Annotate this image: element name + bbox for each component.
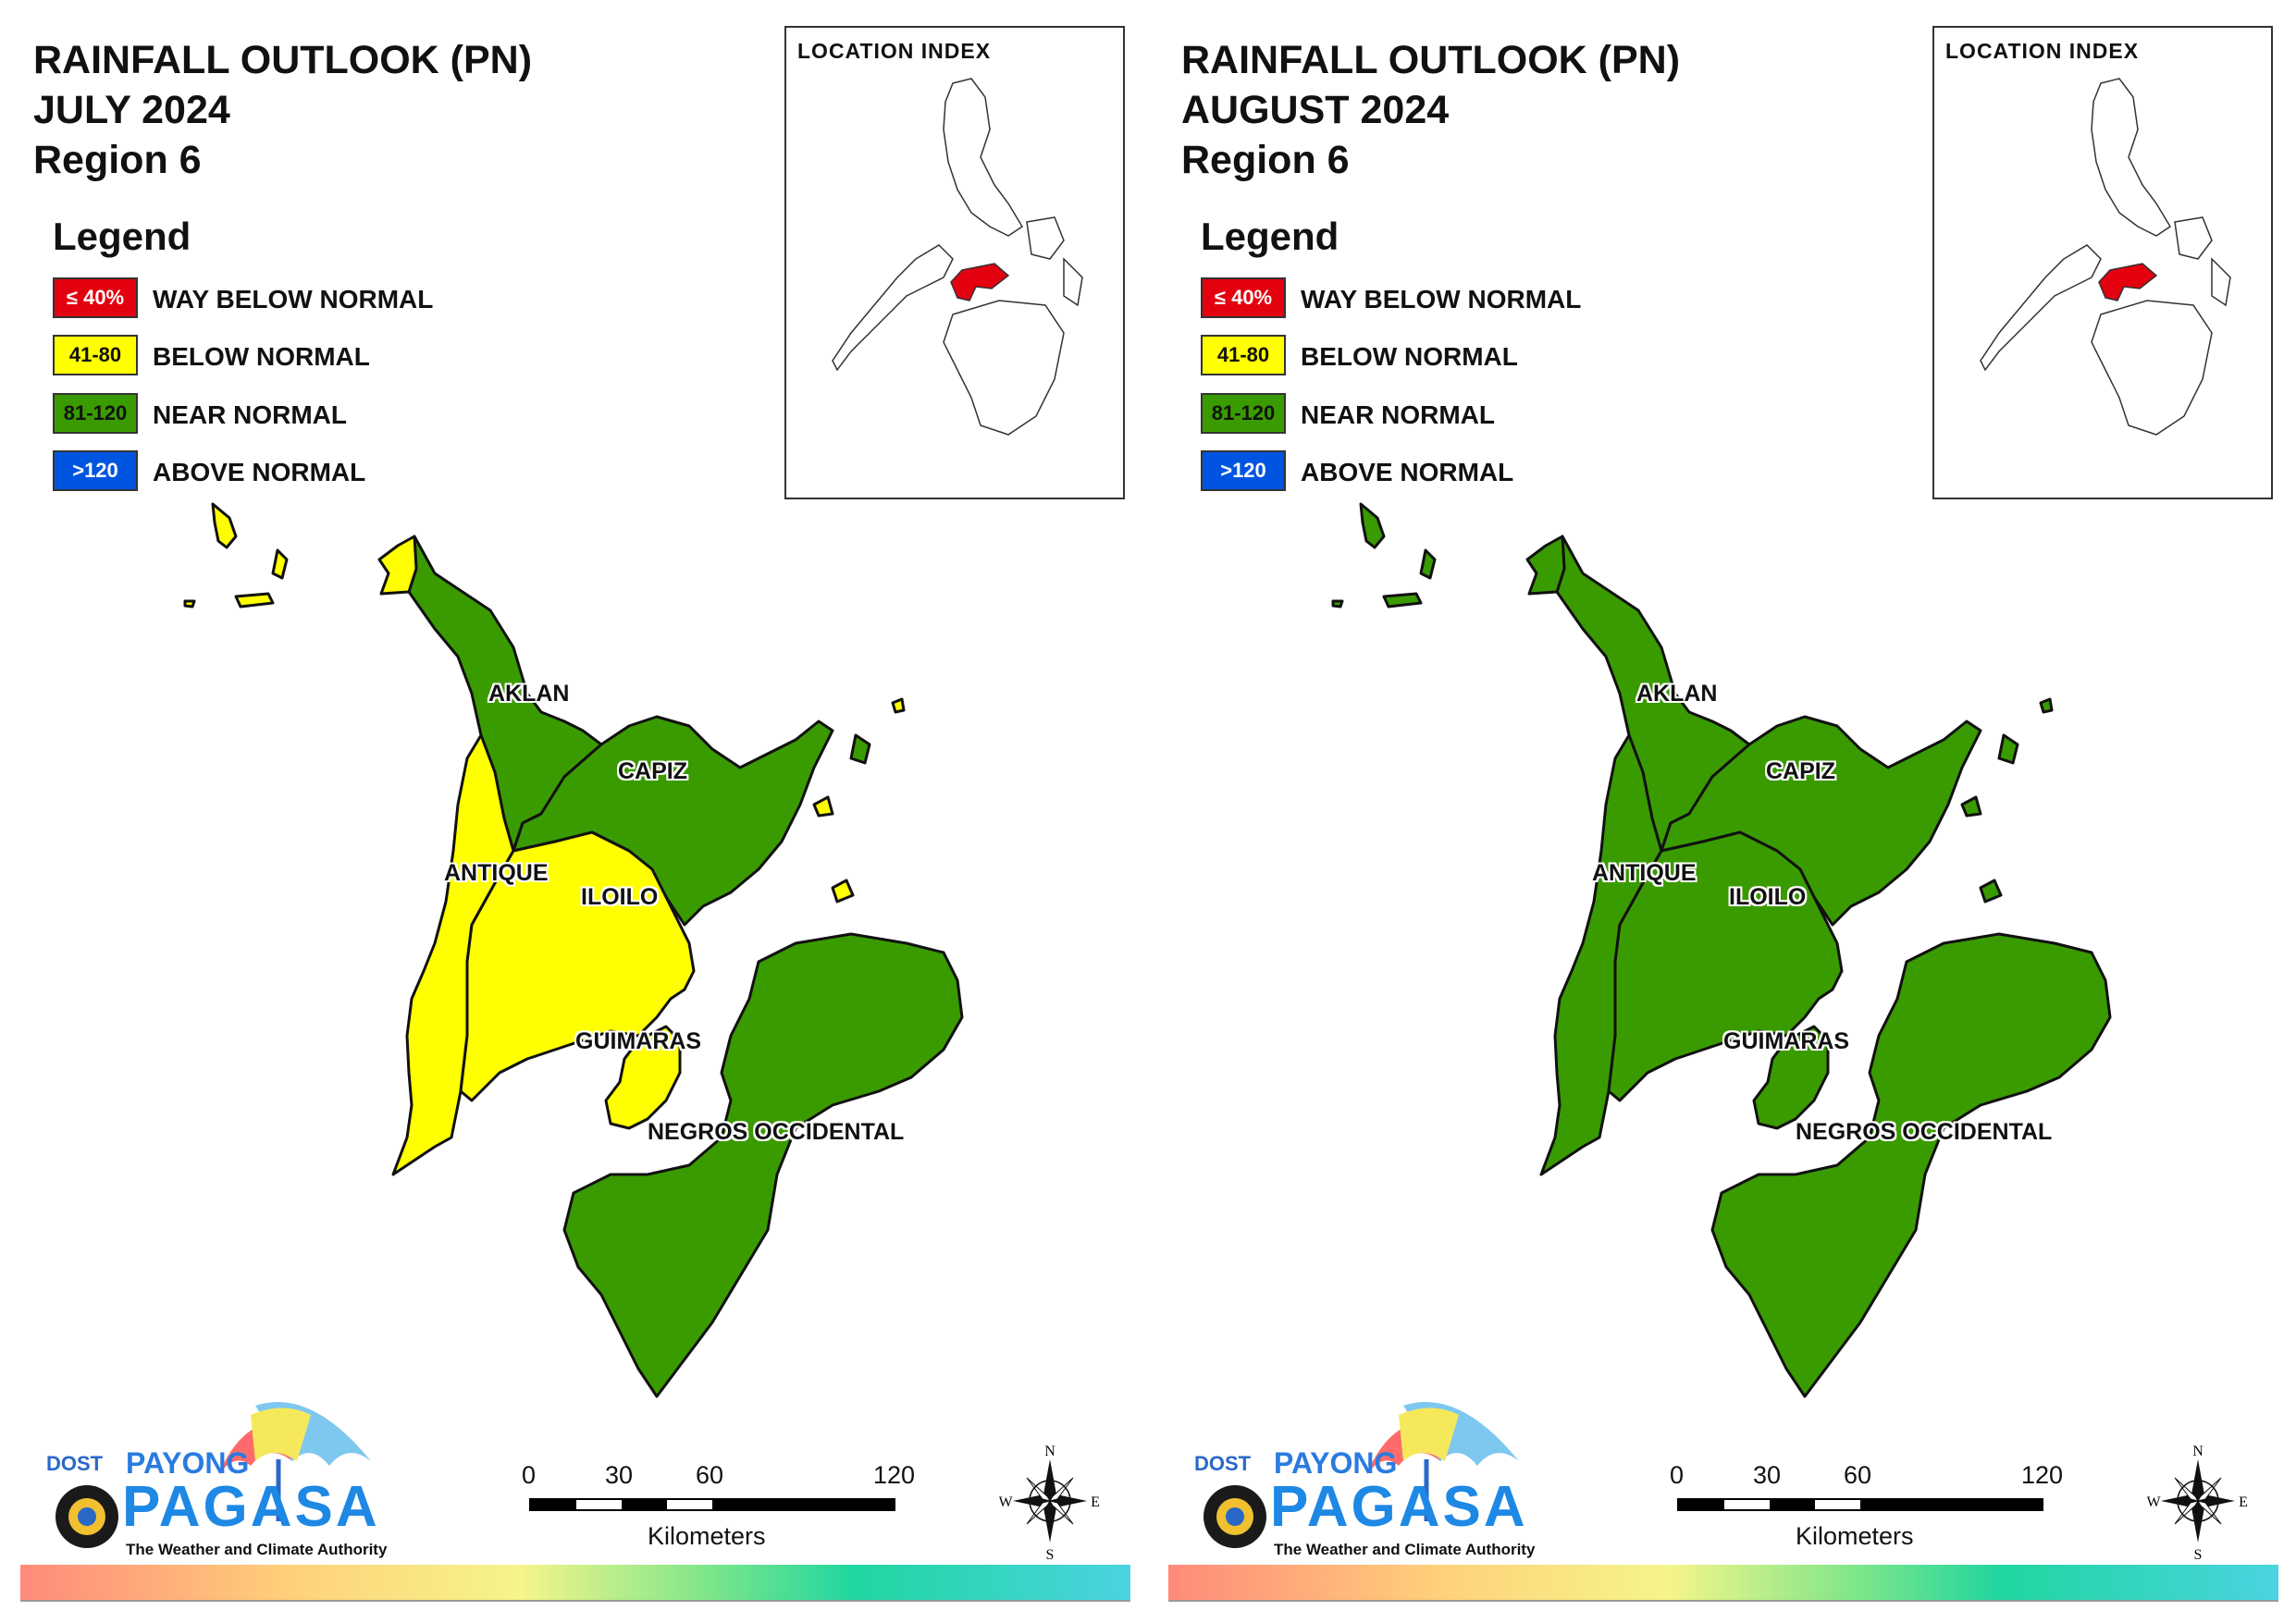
payong-pagasa-logo: DOST PAYONG PAGASA The Weather and Clima… (33, 1387, 388, 1563)
region-6-highlight (950, 263, 1010, 301)
scale-tick: 60 (1844, 1461, 1872, 1489)
legend-label: WAY BELOW NORMAL (1301, 285, 1582, 314)
compass-s: S (2194, 1547, 2203, 1561)
province-label-guimaras: GUIMARAS (1723, 1028, 1850, 1054)
scale-bar: 0 30 60 120 Kilometers (1670, 1461, 2064, 1563)
legend-label: BELOW NORMAL (1301, 342, 1518, 371)
dost-text: DOST (46, 1452, 104, 1475)
tagline-text: The Weather and Climate Authority (126, 1541, 388, 1558)
province-label-aklan: AKLAN (488, 681, 570, 707)
philippines-locator-map (832, 78, 1083, 436)
legend-swatch: 41-80 (1201, 335, 1286, 375)
title-line-1: RAINFALL OUTLOOK (PN) (1181, 38, 1681, 82)
location-index-inset: LOCATION INDEX (784, 26, 1125, 499)
compass-e: E (1091, 1494, 1100, 1510)
province-label-guimaras: GUIMARAS (575, 1028, 702, 1054)
scale-tick: 60 (696, 1461, 724, 1489)
pagasa-text: PAGASA (122, 1475, 380, 1539)
province-label-aklan: AKLAN (1636, 681, 1718, 707)
province-label-negros-occidental: NEGROS OCCIDENTAL (648, 1119, 905, 1145)
scale-unit: Kilometers (648, 1522, 766, 1550)
title-line-1: RAINFALL OUTLOOK (PN) (33, 38, 533, 82)
legend-swatch: >120 (1201, 450, 1286, 491)
title-line-2: JULY 2024 (33, 88, 230, 132)
scale-tick: 0 (1670, 1461, 1685, 1489)
inset-title: LOCATION INDEX (797, 39, 992, 63)
compass-e: E (2239, 1494, 2248, 1510)
title-line-3: Region 6 (33, 138, 202, 182)
scale-tick: 120 (873, 1461, 916, 1489)
rainfall-map: AKLAN CAPIZ ANTIQUE ILOILO GUIMARAS NEGR… (1148, 499, 2296, 1443)
compass-n: N (1044, 1444, 1055, 1459)
legend-label: NEAR NORMAL (1301, 400, 1495, 429)
location-index-inset: LOCATION INDEX (1932, 26, 2273, 499)
payong-pagasa-logo: DOST PAYONG PAGASA The Weather and Clima… (1181, 1387, 1536, 1563)
legend-title: Legend (53, 215, 191, 258)
legend-title: Legend (1201, 215, 1339, 258)
pagasa-text: PAGASA (1270, 1475, 1528, 1539)
dost-text: DOST (1194, 1452, 1252, 1475)
title-line-2: AUGUST 2024 (1181, 88, 1450, 132)
payong-text: PAYONG (126, 1446, 250, 1480)
legend-swatch: >120 (53, 450, 138, 491)
compass-s: S (1046, 1547, 1055, 1561)
umbrella-icon (1204, 1402, 1519, 1548)
scale-bar-graphic (529, 1498, 895, 1511)
region-6-highlight (2098, 263, 2158, 301)
compass-n: N (2192, 1444, 2203, 1459)
province-label-iloilo: ILOILO (1729, 884, 1807, 910)
scale-bar-graphic (1677, 1498, 2043, 1511)
scale-tick: 30 (605, 1461, 634, 1489)
legend-label: WAY BELOW NORMAL (153, 285, 434, 314)
title-line-3: Region 6 (1181, 138, 1350, 182)
legend-swatch: ≤ 40% (53, 277, 138, 318)
legend-label: ABOVE NORMAL (153, 458, 366, 486)
panel-july: RAINFALL OUTLOOK (PN) JULY 2024 Region 6… (0, 26, 1148, 1602)
province-label-antique: ANTIQUE (1592, 860, 1697, 886)
tagline-text: The Weather and Climate Authority (1274, 1541, 1536, 1558)
province-label-negros-occidental: NEGROS OCCIDENTAL (1796, 1119, 2053, 1145)
gradient-footer-bar (20, 1565, 1130, 1600)
map-title: RAINFALL OUTLOOK (PN) AUGUST 2024 Region… (1181, 35, 1680, 185)
compass-rose-icon: N S E W (2146, 1441, 2249, 1563)
scale-unit: Kilometers (1796, 1522, 1914, 1550)
legend-swatch: 81-120 (53, 393, 138, 434)
province-label-antique: ANTIQUE (444, 860, 549, 886)
legend-label: ABOVE NORMAL (1301, 458, 1514, 486)
footer-line (20, 1600, 1130, 1602)
panel-august: RAINFALL OUTLOOK (PN) AUGUST 2024 Region… (1148, 0, 2296, 1623)
scale-bar: 0 30 60 120 Kilometers (522, 1461, 916, 1563)
scale-tick: 30 (1753, 1461, 1782, 1489)
legend-swatch: 41-80 (53, 335, 138, 375)
gradient-footer-bar (1168, 1565, 2278, 1600)
legend-label: BELOW NORMAL (153, 342, 370, 371)
compass-w: W (2147, 1494, 2161, 1510)
province-map-svg (183, 502, 964, 1398)
province-label-capiz: CAPIZ (618, 758, 687, 784)
scale-tick: 120 (2021, 1461, 2064, 1489)
compass-rose-icon: N S E W (998, 1441, 1101, 1563)
province-map-svg (1331, 502, 2112, 1398)
legend-swatch: 81-120 (1201, 393, 1286, 434)
inset-title: LOCATION INDEX (1945, 39, 2140, 63)
philippines-locator-map (1980, 78, 2231, 436)
compass-w: W (999, 1494, 1013, 1510)
umbrella-icon (56, 1402, 371, 1548)
map-title: RAINFALL OUTLOOK (PN) JULY 2024 Region 6 (33, 35, 532, 185)
legend-label: NEAR NORMAL (153, 400, 347, 429)
legend-swatch: ≤ 40% (1201, 277, 1286, 318)
rainfall-map: AKLAN CAPIZ ANTIQUE ILOILO GUIMARAS NEGR… (0, 499, 1148, 1443)
footer-line (1168, 1600, 2278, 1602)
province-label-capiz: CAPIZ (1766, 758, 1835, 784)
payong-text: PAYONG (1274, 1446, 1398, 1480)
scale-tick: 0 (522, 1461, 537, 1489)
province-label-iloilo: ILOILO (581, 884, 659, 910)
